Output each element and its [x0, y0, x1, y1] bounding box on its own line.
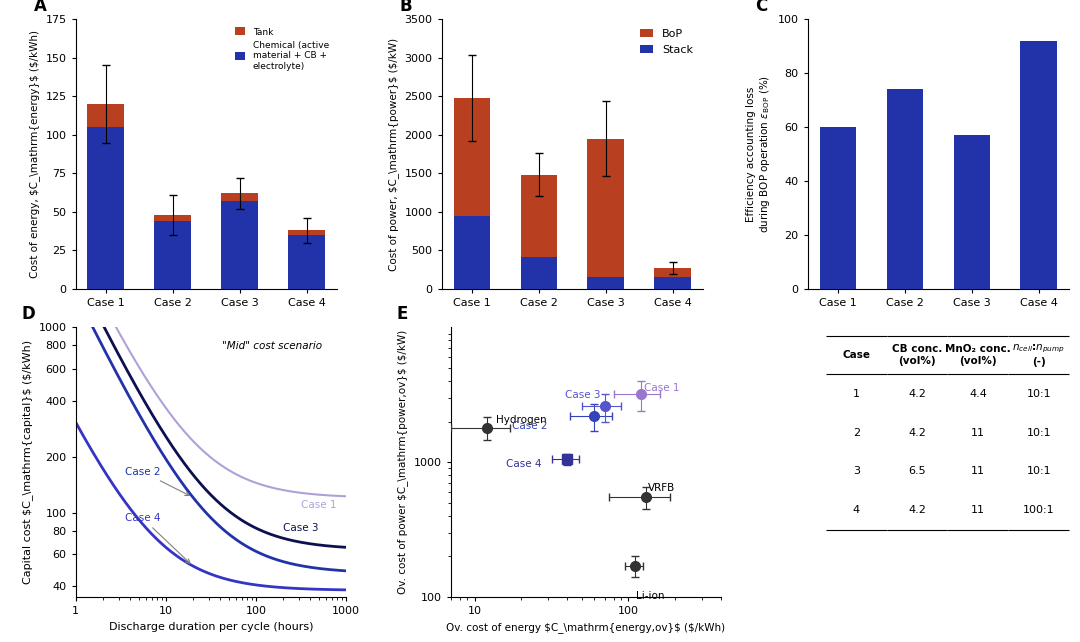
Text: Case 2: Case 2 [124, 467, 189, 496]
Bar [454, 98, 490, 216]
Bar [454, 216, 490, 289]
Y-axis label: Capital cost $C_\mathrm{capital}$ ($/kWh): Capital cost $C_\mathrm{capital}$ ($/kWh… [22, 340, 33, 584]
Bar [154, 215, 191, 221]
Y-axis label: Cost of energy, $C_\mathrm{energy}$ ($/kWh): Cost of energy, $C_\mathrm{energy}$ ($/k… [29, 30, 40, 278]
Y-axis label: Cost of power, $C_\mathrm{power}$ ($/kW): Cost of power, $C_\mathrm{power}$ ($/kW) [388, 37, 399, 271]
Bar [87, 104, 124, 127]
Text: C: C [755, 0, 768, 15]
Y-axis label: Efficiency accounting loss
during BOP operation $\epsilon_\mathrm{BOP}$ (%): Efficiency accounting loss during BOP op… [746, 75, 772, 233]
Bar [221, 201, 258, 289]
X-axis label: Discharge duration per cycle (hours): Discharge duration per cycle (hours) [109, 621, 313, 632]
Legend: BoP, Stack: BoP, Stack [635, 25, 698, 59]
Text: VRFB: VRFB [648, 483, 675, 493]
Bar [1021, 41, 1057, 289]
Bar [154, 221, 191, 289]
Bar [954, 135, 990, 289]
Text: Case 4: Case 4 [505, 459, 541, 469]
Text: "Mid" cost scenario: "Mid" cost scenario [221, 341, 322, 351]
Text: Case 1: Case 1 [301, 499, 337, 510]
Bar [820, 127, 856, 289]
Bar [521, 257, 557, 289]
Bar [588, 139, 624, 277]
Bar [654, 268, 691, 277]
Y-axis label: Ov. cost of power $C_\mathrm{power,ov}$ ($/kW): Ov. cost of power $C_\mathrm{power,ov}$ … [397, 330, 408, 594]
Bar [521, 175, 557, 257]
Text: A: A [33, 0, 46, 15]
Bar [588, 277, 624, 289]
Bar [87, 127, 124, 289]
Text: Hydrogen: Hydrogen [496, 415, 546, 425]
Text: E: E [396, 306, 408, 324]
Text: Case 4: Case 4 [124, 513, 190, 563]
Text: Case 3: Case 3 [565, 390, 600, 400]
Bar [288, 230, 325, 235]
Text: Case 1: Case 1 [644, 383, 679, 394]
Text: B: B [400, 0, 413, 15]
Text: Case 3: Case 3 [283, 523, 319, 533]
Bar [288, 235, 325, 289]
Bar [887, 89, 923, 289]
X-axis label: Ov. cost of energy $C_\mathrm{energy,ov}$ ($/kWh): Ov. cost of energy $C_\mathrm{energy,ov}… [446, 621, 726, 632]
Text: Case 2: Case 2 [513, 421, 548, 431]
Bar [654, 277, 691, 289]
Bar [221, 193, 258, 201]
Text: Li-ion: Li-ion [636, 591, 664, 601]
Text: D: D [22, 306, 36, 324]
Legend: Tank, Chemical (active
material + CB +
electrolyte): Tank, Chemical (active material + CB + e… [231, 24, 333, 74]
